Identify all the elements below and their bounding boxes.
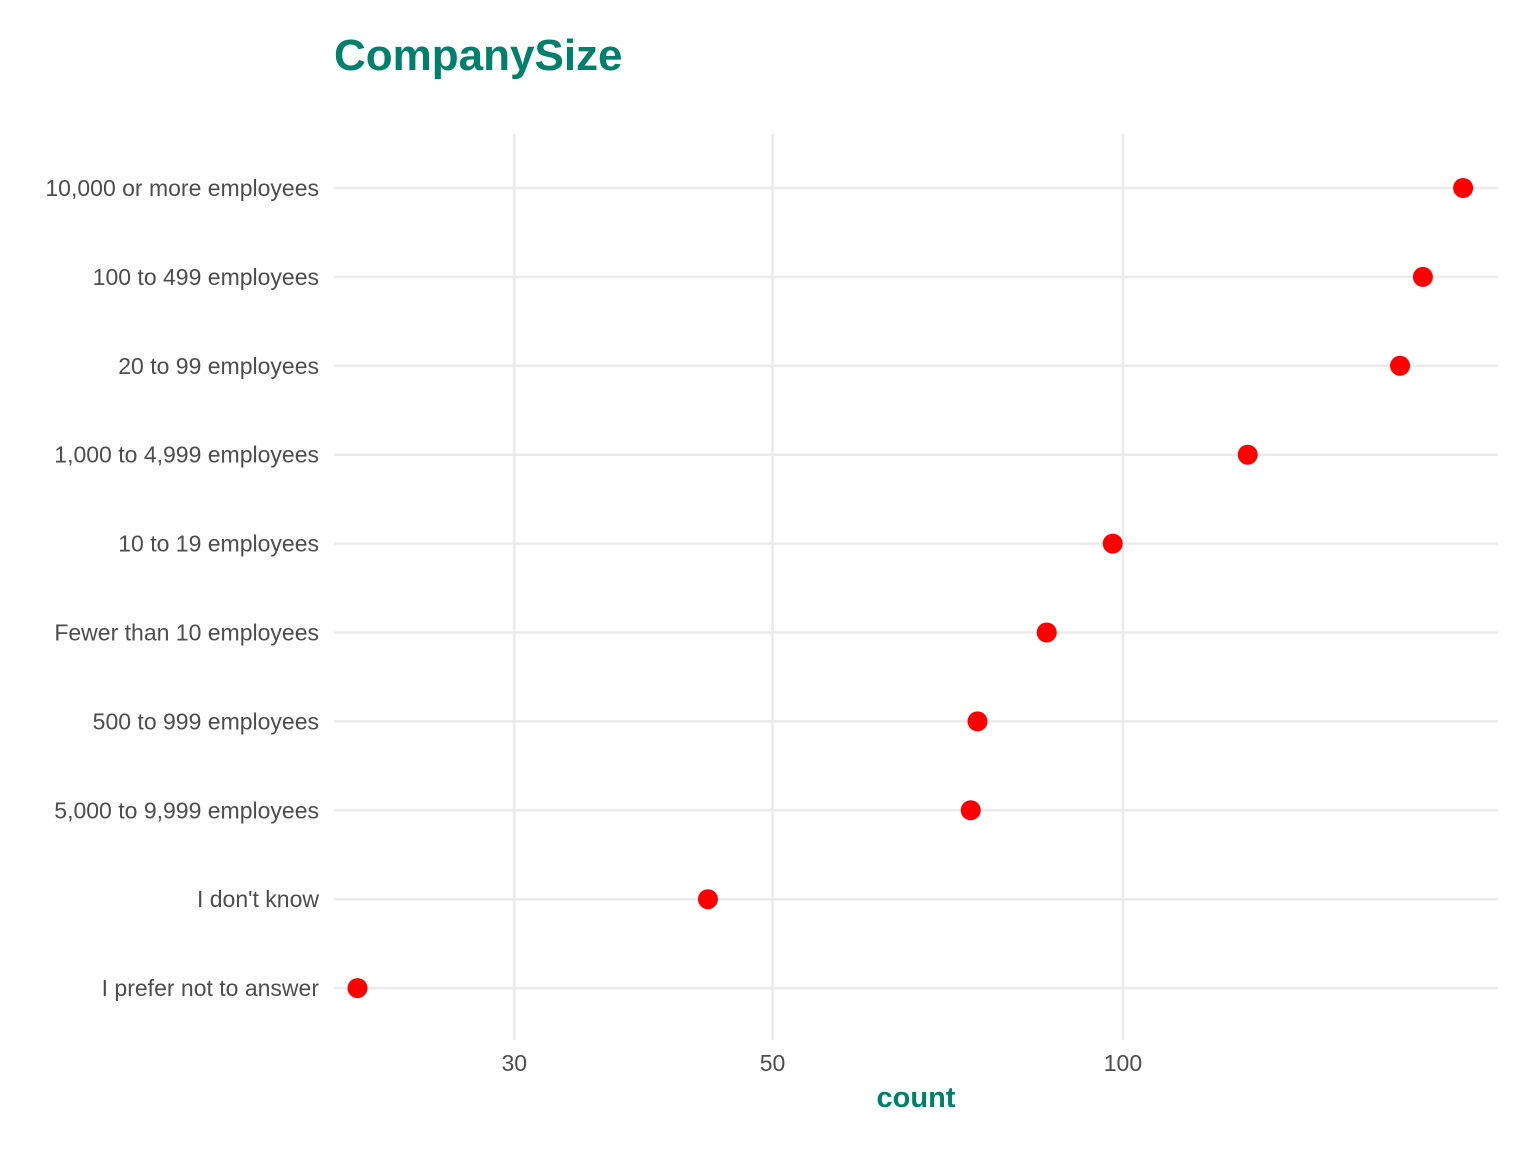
grid-layer xyxy=(334,134,1498,1040)
x-axis-title: count xyxy=(877,1082,956,1114)
category-label: 10 to 19 employees xyxy=(118,531,319,557)
data-point xyxy=(1102,533,1123,554)
category-label: I don't know xyxy=(197,886,319,912)
data-point xyxy=(1453,178,1474,198)
category-label: 100 to 499 employees xyxy=(93,264,319,290)
data-point xyxy=(967,711,988,732)
data-point xyxy=(1412,266,1433,287)
category-label: 20 to 99 employees xyxy=(118,353,319,379)
x-tick-label: 100 xyxy=(1104,1050,1142,1076)
data-point xyxy=(1237,444,1258,465)
x-tick-labels: 30 50 100 xyxy=(502,1050,1143,1076)
category-label: 5,000 to 9,999 employees xyxy=(54,797,319,823)
category-label: 10,000 or more employees xyxy=(45,175,319,201)
category-label: I prefer not to answer xyxy=(102,975,320,1001)
points-layer xyxy=(347,178,1474,999)
category-label: Fewer than 10 employees xyxy=(54,620,319,646)
x-tick-label: 30 xyxy=(502,1050,528,1076)
data-point xyxy=(347,978,368,999)
chart-title: CompanySize xyxy=(334,31,623,80)
category-labels: 10,000 or more employees 100 to 499 emplo… xyxy=(45,175,319,1001)
category-label: 1,000 to 4,999 employees xyxy=(54,442,319,468)
data-point xyxy=(1036,622,1057,643)
category-label: 500 to 999 employees xyxy=(93,708,319,734)
data-point xyxy=(1390,355,1411,376)
x-tick-label: 50 xyxy=(760,1050,786,1076)
data-point xyxy=(697,889,718,910)
data-point xyxy=(960,800,981,821)
